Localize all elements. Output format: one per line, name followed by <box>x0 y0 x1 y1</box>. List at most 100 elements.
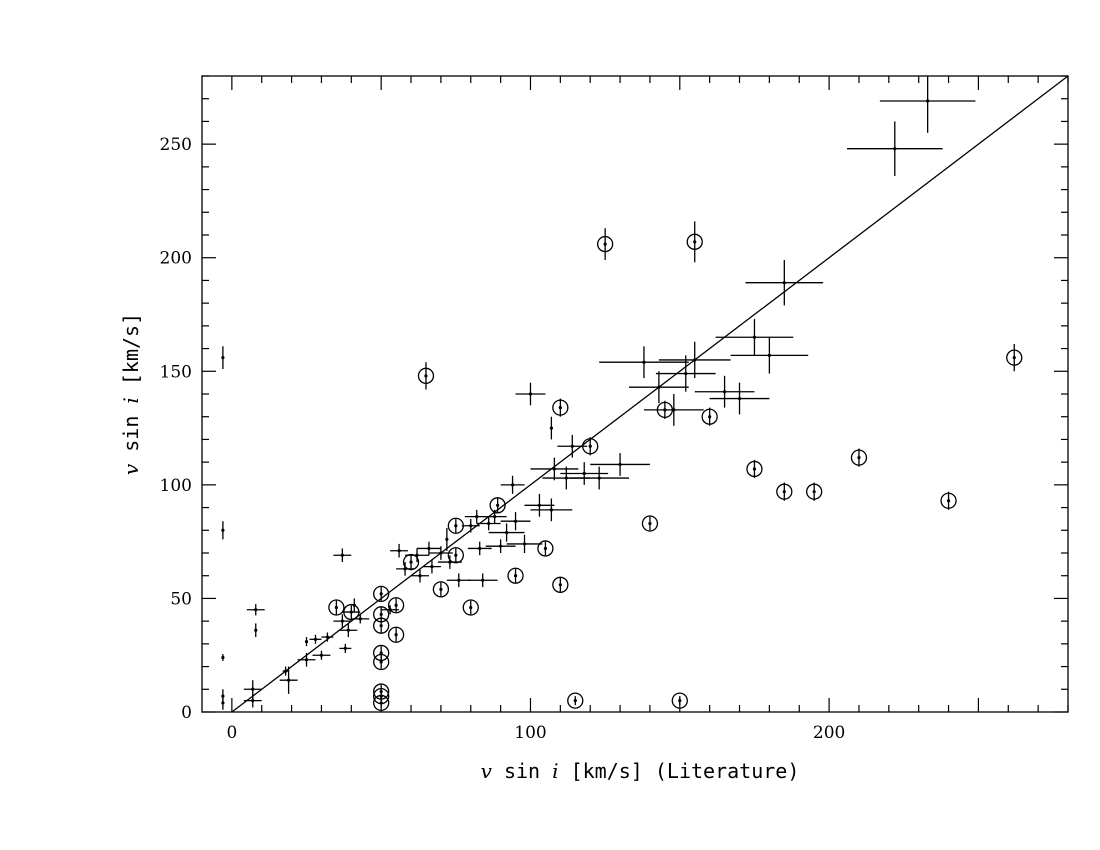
data-point <box>552 398 569 417</box>
point-marker <box>304 639 309 644</box>
data-point <box>489 497 506 514</box>
data-point <box>730 337 809 374</box>
data-point <box>321 632 334 642</box>
data-point <box>462 599 479 616</box>
point-marker <box>642 360 646 364</box>
data-point <box>352 598 356 613</box>
point-marker <box>287 678 291 682</box>
data-point <box>596 228 614 260</box>
data-point <box>297 652 316 667</box>
data-point <box>488 523 525 542</box>
point-marker <box>427 546 431 551</box>
point-marker <box>313 637 318 641</box>
outlier-circle <box>701 408 718 425</box>
data-point <box>373 585 390 603</box>
data-point <box>446 573 471 588</box>
point-marker <box>603 242 607 246</box>
point-marker <box>693 358 697 362</box>
point-marker <box>510 483 515 487</box>
outlier-circle <box>373 617 390 634</box>
point-marker <box>304 658 309 662</box>
x-tick-label: 200 <box>813 723 845 743</box>
outlier-circle <box>373 653 390 671</box>
data-point <box>643 394 704 426</box>
data-point <box>411 568 429 583</box>
outlier-circle <box>850 449 868 466</box>
point-marker <box>597 476 601 480</box>
plot-frame <box>201 75 1069 713</box>
point-marker <box>549 426 553 430</box>
point-marker <box>549 508 553 512</box>
data-point <box>530 457 579 481</box>
point-marker <box>672 408 676 412</box>
point-marker <box>478 546 482 551</box>
outlier-circle <box>417 367 435 384</box>
point-marker <box>684 371 688 376</box>
point-marker <box>445 537 449 541</box>
point-marker <box>349 610 353 614</box>
point-marker <box>752 335 757 339</box>
data-point <box>373 617 390 634</box>
point-marker <box>481 578 485 582</box>
point-marker <box>504 530 509 535</box>
point-marker <box>558 406 562 410</box>
data-point <box>590 453 650 476</box>
data-point <box>715 319 794 356</box>
x-tick-label: 0 <box>226 723 237 743</box>
point-marker <box>522 542 527 546</box>
data-point <box>221 521 225 540</box>
point-marker <box>558 583 562 587</box>
point-marker <box>722 390 727 394</box>
data-point <box>701 407 718 426</box>
data-point <box>476 516 501 531</box>
outlier-circle <box>328 599 345 616</box>
y-tick-label: 200 <box>160 249 192 269</box>
point-marker <box>496 503 500 507</box>
data-point <box>422 559 441 574</box>
point-marker <box>251 687 255 691</box>
point-marker <box>708 415 712 419</box>
data-point <box>221 654 225 661</box>
outlier-circle <box>686 233 703 250</box>
outlier-circle <box>387 597 405 614</box>
point-marker <box>543 546 548 551</box>
data-point <box>549 416 553 440</box>
point-marker <box>552 467 556 471</box>
data-point <box>387 626 405 643</box>
point-marker <box>358 617 362 621</box>
outlier-circle <box>806 483 823 500</box>
data-point <box>641 515 659 532</box>
data-point <box>390 543 409 558</box>
point-marker <box>439 551 443 555</box>
data-point <box>552 576 569 593</box>
outlier-circle <box>567 692 584 709</box>
point-marker <box>397 549 401 553</box>
data-point <box>537 540 554 557</box>
outlier-circle <box>373 585 390 603</box>
x-axis-label: v sin i [km/s] (Literature) <box>481 759 800 783</box>
data-point <box>524 493 555 517</box>
point-marker <box>737 396 742 401</box>
data-point <box>485 539 516 553</box>
data-point <box>500 475 525 494</box>
point-marker <box>284 669 288 673</box>
data-point <box>339 643 352 653</box>
point-marker <box>379 660 383 664</box>
outlier-circle <box>447 547 464 564</box>
point-marker <box>430 565 434 569</box>
data-point <box>694 375 755 408</box>
outlier-circle <box>582 438 599 455</box>
y-tick-label: 0 <box>181 703 192 723</box>
point-marker <box>618 462 622 467</box>
data-point <box>467 573 498 588</box>
point-marker <box>334 605 338 610</box>
point-marker <box>221 528 225 532</box>
data-point <box>432 581 450 598</box>
data-point <box>582 437 599 456</box>
point-marker <box>588 444 592 448</box>
point-marker <box>528 392 533 396</box>
data-point <box>221 346 225 370</box>
point-marker <box>893 147 897 151</box>
outlier-circle <box>746 460 763 478</box>
outlier-circle <box>343 603 360 621</box>
